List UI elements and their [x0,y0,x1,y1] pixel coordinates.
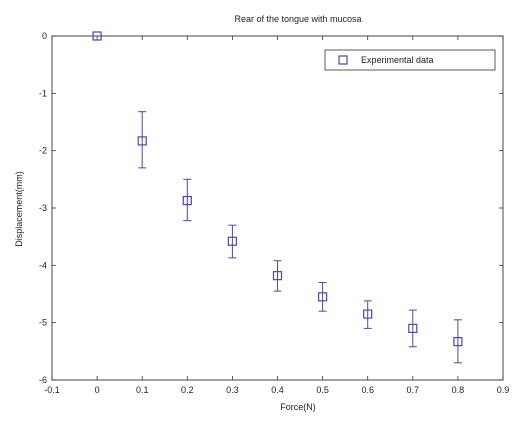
data-point [272,271,283,281]
x-tick-label: 0 [95,385,100,395]
axes-frame [51,35,504,381]
y-axis-label: Displacement(mm) [14,171,24,247]
x-tick-label: 0.4 [271,385,284,395]
data-point [137,136,147,146]
y-tick-label: -5 [39,318,47,328]
legend-entry-label: Experimental data [361,55,434,65]
y-axis-ticks: 0 -1 -2 -3 -4 -5 -6 [39,31,503,385]
x-tick-label: 0.5 [316,385,329,395]
data-point [363,309,373,319]
chart-title: Rear of the tongue with mucosa [234,14,361,24]
y-tick-label: -6 [39,375,47,385]
plot-area [51,35,504,381]
x-tick-label: 0.2 [181,385,194,395]
data-point [453,336,463,347]
legend-box [324,49,496,71]
x-tick-label: 0.9 [497,385,510,395]
x-tick-label: 0.1 [136,385,149,395]
legend: Experimental data [324,49,496,71]
y-tick-label: -2 [39,146,47,156]
legend-marker-square-icon [338,55,348,65]
y-tick-label: 0 [42,31,47,41]
x-tick-label: 0.7 [407,385,420,395]
x-axis-label: Force(N) [280,402,316,412]
y-tick-label: -3 [39,203,47,213]
x-tick-label: 0.3 [226,385,239,395]
data-point [182,195,192,206]
y-tick-label: -1 [39,88,47,98]
series-experimental-data [92,31,463,364]
x-tick-label: 0.8 [452,385,465,395]
data-point [408,323,418,333]
y-tick-label: -4 [39,260,47,270]
data-point [92,31,102,41]
x-tick-label: -0.1 [44,385,60,395]
data-point [227,236,237,246]
x-tick-label: 0.6 [361,385,374,395]
data-point [318,292,328,302]
x-axis-ticks: -0.1 0 0.1 0.2 0.3 0.4 0.5 0.6 0.7 0.8 0.9 [44,36,509,395]
